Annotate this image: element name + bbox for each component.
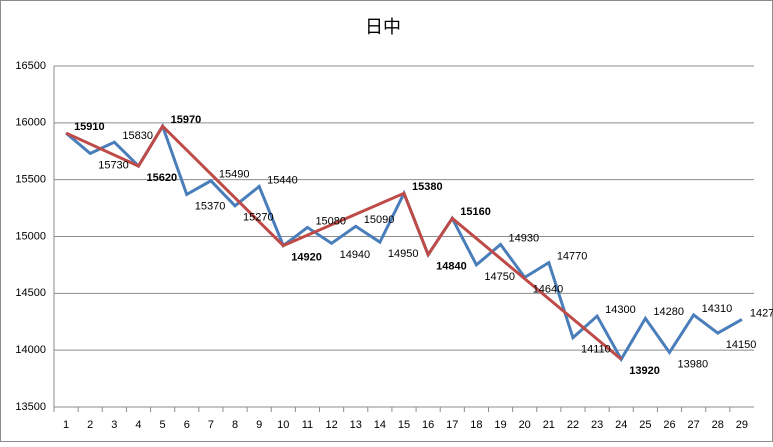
y-tick-label: 15000 bbox=[15, 230, 46, 242]
x-tick-label: 22 bbox=[567, 419, 579, 431]
data-label: 15270 bbox=[243, 212, 274, 224]
data-label: 15380 bbox=[412, 181, 443, 193]
y-tick-label: 13500 bbox=[15, 401, 46, 413]
data-label: 15080 bbox=[315, 215, 346, 227]
x-tick-label: 14 bbox=[374, 419, 386, 431]
x-tick-label: 18 bbox=[470, 419, 482, 431]
data-label: 15160 bbox=[460, 206, 491, 218]
x-tick-label: 9 bbox=[256, 419, 262, 431]
data-label: 14640 bbox=[533, 283, 564, 295]
x-tick-label: 13 bbox=[350, 419, 362, 431]
x-tick-label: 2 bbox=[87, 419, 93, 431]
x-tick-label: 8 bbox=[232, 419, 238, 431]
data-label: 14950 bbox=[388, 248, 419, 260]
data-label: 15910 bbox=[74, 121, 105, 133]
x-tick-label: 25 bbox=[639, 419, 651, 431]
data-label: 13980 bbox=[678, 358, 709, 370]
data-label: 13920 bbox=[629, 365, 660, 377]
series-line bbox=[65, 123, 623, 361]
x-tick-label: 29 bbox=[736, 419, 748, 431]
x-tick-label: 6 bbox=[184, 419, 190, 431]
data-label: 15830 bbox=[122, 130, 153, 142]
x-tick-label: 10 bbox=[277, 419, 289, 431]
x-tick-label: 15 bbox=[398, 419, 410, 431]
x-tick-label: 12 bbox=[325, 419, 337, 431]
data-label: 15970 bbox=[171, 114, 202, 126]
data-label: 15730 bbox=[98, 159, 129, 171]
data-label: 14770 bbox=[557, 251, 588, 263]
data-label: 14110 bbox=[581, 344, 611, 356]
y-tick-label: 14500 bbox=[15, 287, 46, 299]
chart-title: 日中 bbox=[365, 17, 401, 37]
data-label: 14840 bbox=[436, 261, 467, 273]
y-tick-label: 16000 bbox=[15, 117, 46, 129]
x-tick-label: 19 bbox=[494, 419, 506, 431]
data-label: 14150 bbox=[726, 339, 757, 351]
y-tick-label: 14000 bbox=[15, 344, 46, 356]
x-tick-label: 27 bbox=[688, 419, 700, 431]
data-label: 15490 bbox=[219, 169, 250, 181]
data-label: 15620 bbox=[146, 172, 177, 184]
x-tick-label: 17 bbox=[446, 419, 458, 431]
x-tick-label: 16 bbox=[422, 419, 434, 431]
y-tick-label: 15500 bbox=[15, 174, 46, 186]
data-label: 14750 bbox=[484, 271, 515, 283]
x-tick-label: 26 bbox=[663, 419, 675, 431]
data-label: 14940 bbox=[340, 249, 371, 261]
data-label: 14920 bbox=[291, 251, 322, 263]
x-tick-label: 5 bbox=[160, 419, 166, 431]
x-tick-label: 28 bbox=[712, 419, 724, 431]
x-tick-label: 21 bbox=[543, 419, 555, 431]
data-label: 14310 bbox=[702, 303, 733, 315]
data-label: 14280 bbox=[653, 306, 684, 318]
y-tick-label: 16500 bbox=[15, 60, 46, 72]
data-label: 15090 bbox=[364, 214, 395, 226]
x-tick-label: 1 bbox=[63, 419, 69, 431]
x-tick-label: 7 bbox=[208, 419, 214, 431]
x-tick-label: 20 bbox=[519, 419, 531, 431]
data-label: 14300 bbox=[605, 304, 636, 316]
x-tick-label: 23 bbox=[591, 419, 603, 431]
data-label: 15440 bbox=[267, 174, 298, 186]
x-tick-label: 11 bbox=[302, 419, 313, 431]
x-tick-label: 24 bbox=[615, 419, 627, 431]
data-label: 14930 bbox=[509, 232, 540, 244]
data-label: 15370 bbox=[195, 200, 226, 212]
data-label: 14270 bbox=[750, 307, 773, 319]
x-tick-label: 3 bbox=[111, 419, 117, 431]
x-tick-label: 4 bbox=[135, 419, 141, 431]
